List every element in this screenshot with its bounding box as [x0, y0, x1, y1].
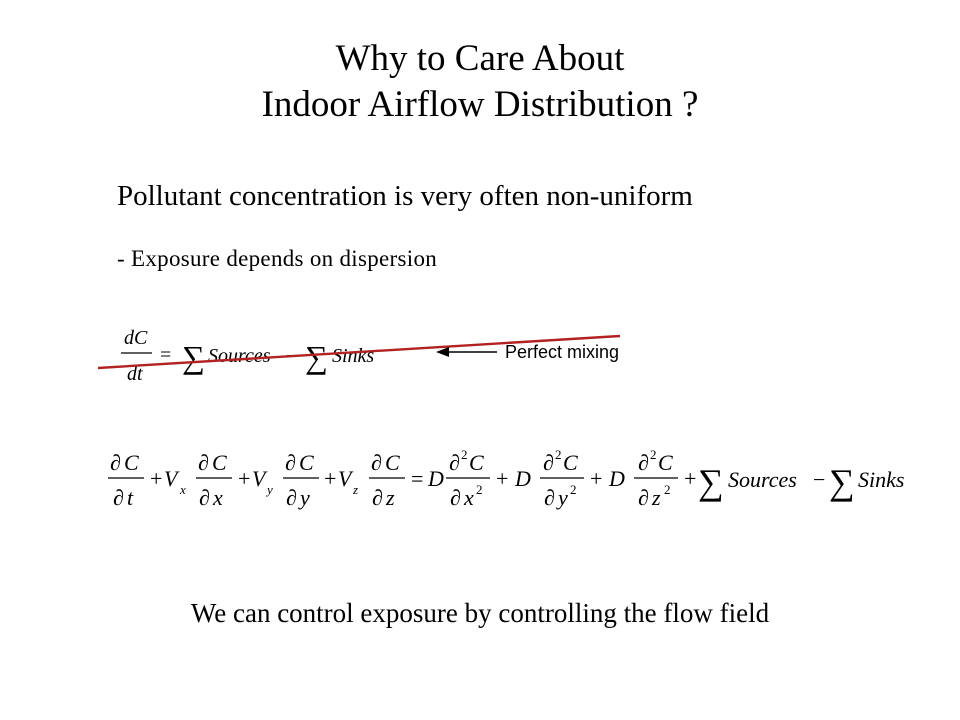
t-C-6: C — [563, 450, 578, 475]
title-line-2: Indoor Airflow Distribution ? — [261, 84, 699, 125]
perfect-mixing-equation: dC dt = ∑ Sources − ∑ Sinks — [121, 327, 374, 385]
t-plus-1: + — [150, 466, 162, 491]
pm-sources: Sources — [208, 345, 271, 367]
t-partial-3: ∂ — [198, 450, 209, 475]
t-plus-4: + — [496, 466, 508, 491]
t-plus-2: + — [238, 466, 250, 491]
t-partial-8: ∂ — [372, 485, 383, 510]
perfect-mixing-label: Perfect mixing — [505, 342, 620, 362]
t-partial-6: ∂ — [286, 485, 297, 510]
t-partial-11: ∂ — [543, 450, 554, 475]
bullet-text: - Exposure depends on dispersion — [117, 246, 438, 271]
t-plus-3: + — [324, 466, 336, 491]
t-y: y — [298, 485, 310, 510]
t-sum-sources-symbol: ∑ — [698, 462, 724, 502]
t-partial-1: ∂ — [110, 450, 121, 475]
title-line-1: Why to Care About — [335, 38, 625, 79]
t-minus: − — [813, 467, 825, 492]
t-C-3: C — [299, 450, 314, 475]
pm-lhs-denominator: dt — [127, 363, 143, 385]
t-sup-5: 2 — [650, 447, 657, 462]
t-sub-z: z — [352, 482, 358, 497]
heading-text: Pollutant concentration is very often no… — [117, 180, 693, 212]
t-partial-10: ∂ — [450, 485, 461, 510]
t-partial-2: ∂ — [113, 485, 124, 510]
t-equals: = — [411, 466, 423, 491]
t-partial-14: ∂ — [638, 485, 649, 510]
t-D-3: D — [608, 466, 625, 491]
t-t: t — [127, 485, 134, 510]
t-sum-sinks-symbol: ∑ — [829, 462, 855, 502]
t-sub-x: x — [179, 482, 186, 497]
t-C-1: C — [124, 450, 139, 475]
pm-equals: = — [160, 344, 171, 366]
t-partial-13: ∂ — [638, 450, 649, 475]
conclusion-text: We can control exposure by controlling t… — [190, 598, 770, 628]
t-y-2: y — [556, 485, 568, 510]
t-plus-6: + — [684, 466, 696, 491]
strike-through-line — [97, 334, 621, 370]
t-C-4: C — [385, 450, 400, 475]
t-C-2: C — [212, 450, 227, 475]
t-D-2: D — [514, 466, 531, 491]
pm-sinks: Sinks — [332, 345, 374, 367]
t-D-1: D — [427, 466, 444, 491]
t-sup-1: 2 — [461, 447, 468, 462]
t-C-5: C — [469, 450, 484, 475]
t-sup-2: 2 — [476, 482, 483, 497]
t-x: x — [212, 485, 223, 510]
t-C-7: C — [658, 450, 673, 475]
t-plus-5: + — [590, 466, 602, 491]
left-arrow-icon — [436, 347, 497, 357]
t-partial-7: ∂ — [371, 450, 382, 475]
t-z: z — [385, 485, 395, 510]
t-sup-3: 2 — [555, 447, 562, 462]
t-V-1: V — [164, 466, 180, 491]
t-partial-9: ∂ — [449, 450, 460, 475]
t-x-2: x — [463, 485, 474, 510]
t-sup-4: 2 — [570, 482, 577, 497]
pm-lhs-numerator: dC — [124, 327, 148, 349]
t-partial-12: ∂ — [544, 485, 555, 510]
t-sources: Sources — [728, 467, 797, 492]
pm-sum-sinks-symbol: ∑ — [305, 339, 328, 375]
t-V-3: V — [338, 466, 354, 491]
t-z-2: z — [651, 485, 661, 510]
t-sub-y: y — [265, 482, 273, 497]
t-sup-6: 2 — [664, 482, 671, 497]
slide-title: Why to Care About Indoor Airflow Distrib… — [0, 36, 960, 128]
t-partial-5: ∂ — [285, 450, 296, 475]
transport-equation: ∂ C ∂ t + V x ∂ C ∂ x + V y ∂ C ∂ y + V — [108, 447, 904, 510]
t-V-2: V — [252, 466, 268, 491]
t-partial-4: ∂ — [199, 485, 210, 510]
pm-sum-sources-symbol: ∑ — [182, 339, 205, 375]
t-sinks: Sinks — [858, 467, 904, 492]
